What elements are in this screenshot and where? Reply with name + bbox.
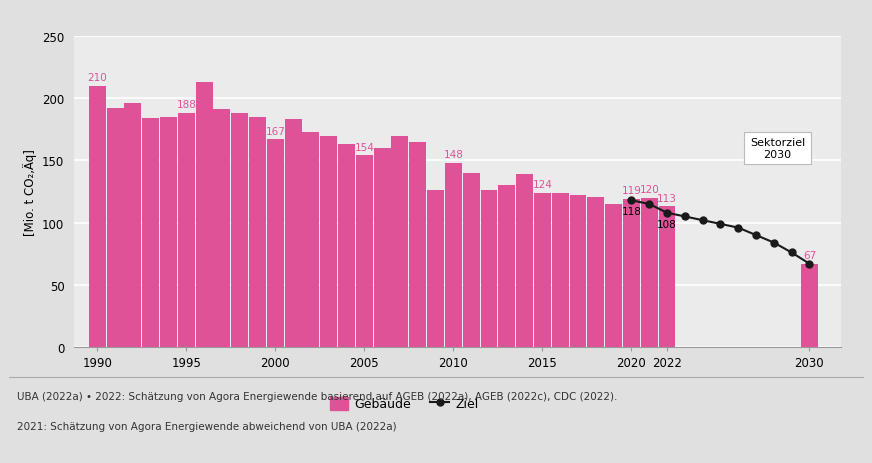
Bar	[588, 197, 604, 347]
Bar	[641, 198, 657, 347]
Bar	[445, 163, 462, 347]
Text: 120: 120	[639, 185, 659, 194]
Bar	[160, 118, 177, 347]
Text: 67: 67	[803, 250, 816, 260]
Bar	[284, 120, 302, 347]
Text: Sektorziel
2030: Sektorziel 2030	[750, 138, 805, 159]
Bar	[142, 119, 159, 347]
Bar	[320, 136, 337, 347]
Bar	[214, 110, 230, 347]
Bar	[249, 118, 266, 347]
Bar	[106, 109, 124, 347]
Legend: Gebäude, Ziel: Gebäude, Ziel	[324, 392, 483, 415]
Text: 154: 154	[354, 143, 374, 152]
Bar	[89, 87, 106, 347]
Text: 210: 210	[87, 73, 107, 83]
Bar	[178, 114, 194, 347]
Text: 119: 119	[622, 186, 641, 196]
Bar	[498, 186, 515, 347]
Bar	[480, 191, 497, 347]
Text: 148: 148	[443, 150, 463, 160]
Bar	[516, 175, 533, 347]
Bar	[569, 196, 587, 347]
Y-axis label: [Mio. t CO₂,Äq]: [Mio. t CO₂,Äq]	[23, 149, 37, 236]
Text: 113: 113	[657, 194, 677, 203]
Bar	[605, 205, 622, 347]
Bar	[623, 200, 640, 347]
Bar	[195, 83, 213, 347]
Text: 188: 188	[176, 100, 196, 110]
Bar	[338, 145, 355, 347]
Bar	[801, 264, 818, 347]
Text: 167: 167	[265, 126, 285, 136]
Text: 118: 118	[622, 207, 641, 217]
Text: UBA (2022a) • 2022: Schätzung von Agora Energiewende basierend auf AGEB (2022a),: UBA (2022a) • 2022: Schätzung von Agora …	[17, 391, 618, 401]
Bar	[303, 132, 319, 347]
Text: 2021: Schätzung von Agora Energiewende abweichend von UBA (2022a): 2021: Schätzung von Agora Energiewende a…	[17, 421, 397, 432]
Bar	[231, 114, 249, 347]
Bar	[409, 143, 426, 347]
Bar	[356, 156, 373, 347]
Text: 108: 108	[657, 219, 677, 230]
Bar	[552, 194, 569, 347]
Bar	[658, 207, 676, 347]
Bar	[427, 191, 444, 347]
Bar	[392, 136, 408, 347]
Bar	[463, 174, 480, 347]
Bar	[534, 194, 551, 347]
Bar	[267, 140, 283, 347]
Bar	[374, 149, 391, 347]
Bar	[125, 104, 141, 347]
Text: 124: 124	[533, 180, 552, 190]
